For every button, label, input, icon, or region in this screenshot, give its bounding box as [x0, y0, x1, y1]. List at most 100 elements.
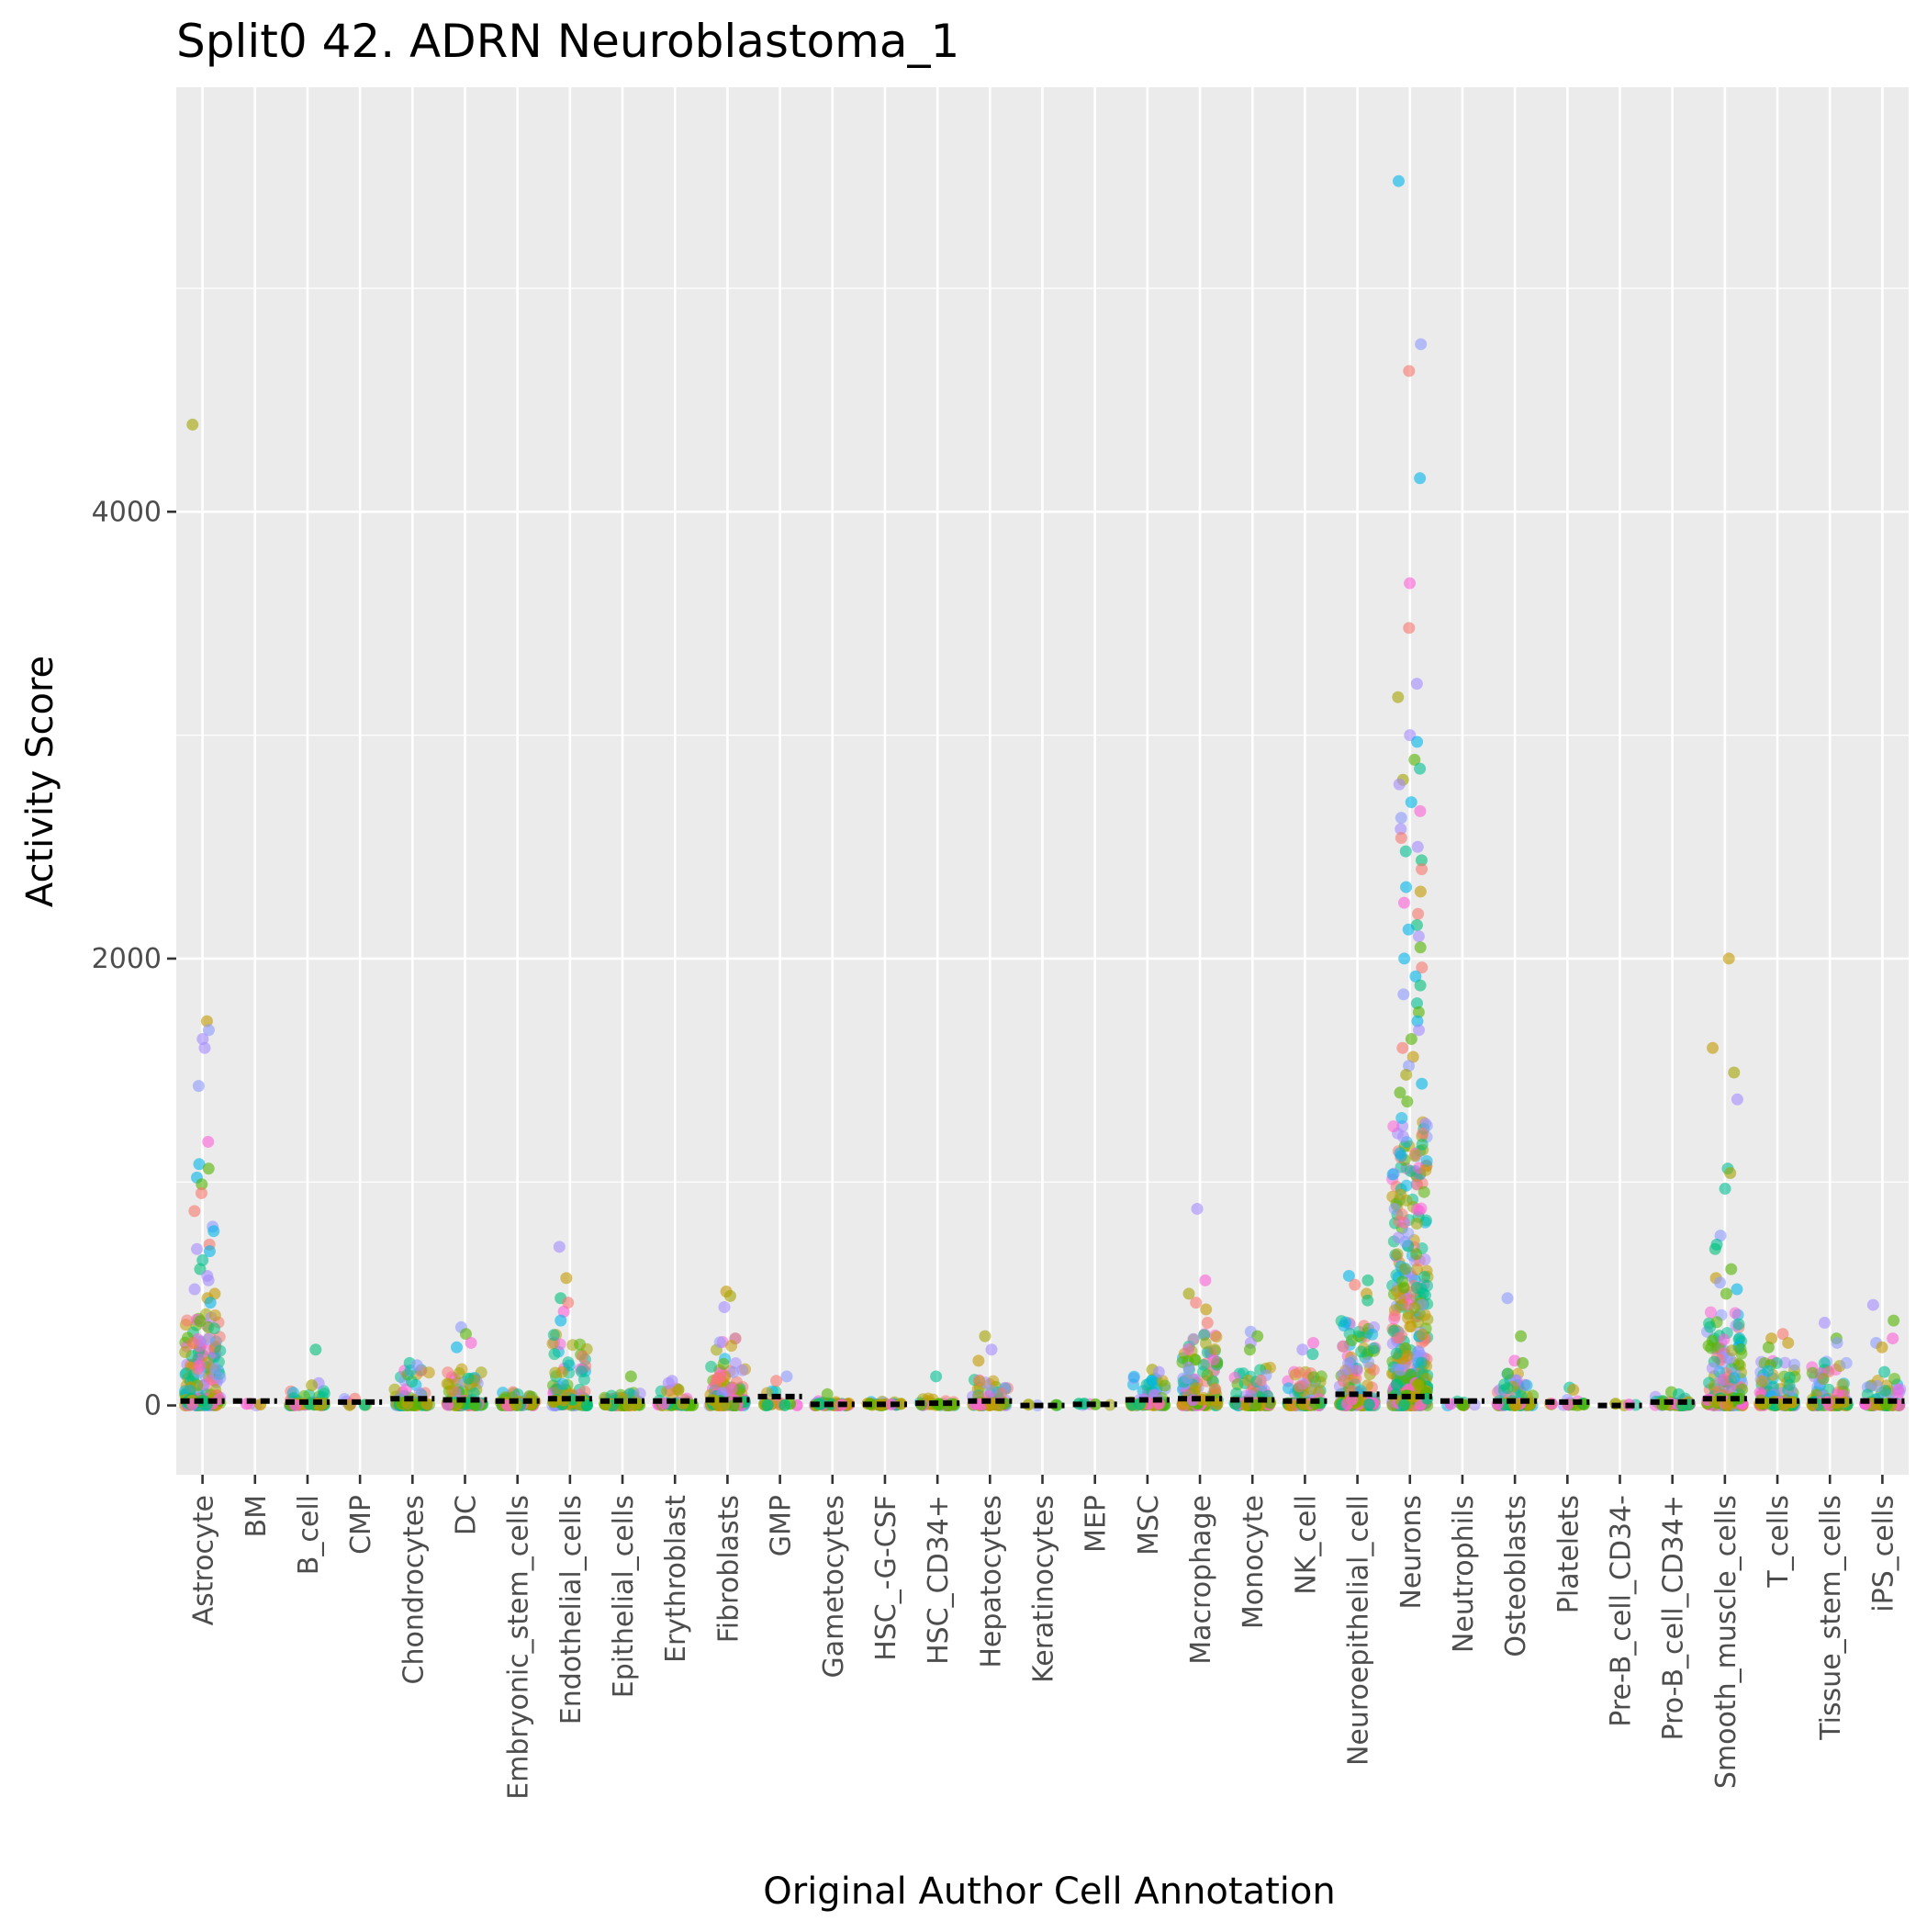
outlier-point: [1866, 1298, 1879, 1311]
x-tick-label: Tissue_stem_cells: [1815, 1495, 1847, 1741]
x-tick-label: Neuroepithelial_cell: [1343, 1495, 1375, 1766]
data-point: [1209, 1383, 1222, 1396]
outlier-point: [1410, 678, 1423, 691]
outlier-point: [718, 1301, 731, 1314]
x-tick-label: Astrocyte: [188, 1495, 220, 1625]
data-point: [1520, 1379, 1533, 1392]
data-point: [1408, 1302, 1421, 1315]
data-point: [1787, 1358, 1800, 1371]
data-point: [1342, 1363, 1355, 1376]
data-point: [1412, 1379, 1425, 1392]
outlier-point: [1412, 930, 1425, 943]
data-point: [1840, 1356, 1853, 1369]
x-tick-label: Hepatocytes: [975, 1495, 1007, 1668]
x-tick-label: MSC: [1133, 1495, 1165, 1556]
data-point: [547, 1329, 560, 1342]
data-point: [1387, 1120, 1400, 1133]
data-point: [1391, 1248, 1404, 1261]
outlier-point: [1411, 736, 1424, 748]
x-tick-label: HSC_-G-CSF: [870, 1495, 902, 1661]
x-tick-label: Neutrophils: [1448, 1495, 1480, 1653]
outlier-point: [1414, 885, 1427, 898]
data-point: [1254, 1374, 1267, 1387]
outlier-point: [624, 1370, 637, 1383]
x-axis: Astrocyte BM B_cell CMP Chondrocytes DC Embryo…: [188, 1475, 1899, 1800]
data-point: [1293, 1380, 1305, 1393]
x-tick-label: GMP: [766, 1495, 798, 1556]
data-point: [1417, 1127, 1429, 1140]
outlier-point: [459, 1328, 472, 1341]
outlier-point: [1392, 174, 1405, 187]
data-point: [555, 1365, 568, 1378]
data-point: [1783, 1371, 1796, 1384]
outlier-point: [1707, 1041, 1720, 1054]
outlier-point: [553, 1241, 566, 1253]
data-point: [1888, 1372, 1901, 1385]
data-point: [1355, 1345, 1368, 1358]
outlier-point: [198, 1041, 211, 1054]
x-tick-label: Chondrocytes: [398, 1495, 430, 1685]
outlier-point: [465, 1336, 477, 1349]
data-point: [1394, 1364, 1406, 1376]
outlier-point: [930, 1370, 943, 1383]
median-markers: [180, 1391, 1905, 1409]
x-tick-label: Smooth_muscle_cells: [1710, 1495, 1742, 1789]
outlier-point: [1416, 1077, 1428, 1090]
outlier-point: [1416, 863, 1428, 876]
data-point: [562, 1356, 575, 1369]
outlier-point: [1887, 1332, 1899, 1345]
x-tick-label: HSC_CD34+: [923, 1495, 955, 1665]
data-point: [1408, 1150, 1421, 1163]
outlier-point: [202, 1135, 215, 1148]
y-tick-label: 2000: [92, 943, 162, 975]
outlier-point: [309, 1343, 322, 1356]
outlier-point: [207, 1225, 220, 1238]
outlier-point: [192, 1080, 205, 1093]
data-point: [1717, 1373, 1730, 1386]
outlier-point: [1412, 1005, 1425, 1018]
outlier-point: [1404, 577, 1417, 590]
outlier-point: [196, 1033, 209, 1046]
data-point: [1182, 1342, 1194, 1355]
data-point: [1339, 1316, 1352, 1329]
outlier-point: [1888, 1314, 1900, 1327]
outlier-point: [1243, 1343, 1256, 1356]
data-point: [181, 1314, 194, 1327]
data-point: [577, 1373, 590, 1386]
data-point: [1420, 1154, 1433, 1167]
data-point: [1806, 1366, 1819, 1379]
outlier-point: [560, 1272, 573, 1285]
outlier-point: [1395, 823, 1407, 836]
outlier-point: [770, 1375, 783, 1387]
outlier-point: [1190, 1297, 1203, 1309]
outlier-point: [1403, 622, 1416, 635]
outlier-point: [1416, 961, 1428, 974]
data-point: [406, 1376, 419, 1388]
data-point: [1293, 1366, 1305, 1379]
outlier-point: [1395, 832, 1407, 845]
data-point: [1412, 1316, 1425, 1329]
data-point: [1410, 1218, 1423, 1230]
data-point: [1395, 1208, 1408, 1221]
data-point: [705, 1360, 718, 1373]
data-point: [1400, 1179, 1413, 1192]
data-point: [1836, 1378, 1849, 1391]
outlier-point: [1725, 1263, 1738, 1275]
data-point: [725, 1383, 738, 1396]
x-axis-title: Original Author Cell Annotation: [763, 1870, 1335, 1913]
outlier-point: [1397, 896, 1410, 909]
data-point: [711, 1372, 723, 1385]
data-point: [462, 1372, 475, 1385]
data-point: [1397, 1130, 1410, 1143]
outlier-point: [1402, 923, 1415, 936]
data-point: [186, 1337, 199, 1350]
outlier-point: [972, 1354, 985, 1367]
data-point: [1417, 1185, 1430, 1198]
data-point: [1704, 1320, 1717, 1333]
data-point: [1721, 1398, 1734, 1411]
outlier-point: [1349, 1278, 1361, 1291]
x-tick-label: Keratinocytes: [1028, 1495, 1060, 1683]
data-point: [580, 1398, 593, 1411]
data-point: [1127, 1370, 1140, 1383]
